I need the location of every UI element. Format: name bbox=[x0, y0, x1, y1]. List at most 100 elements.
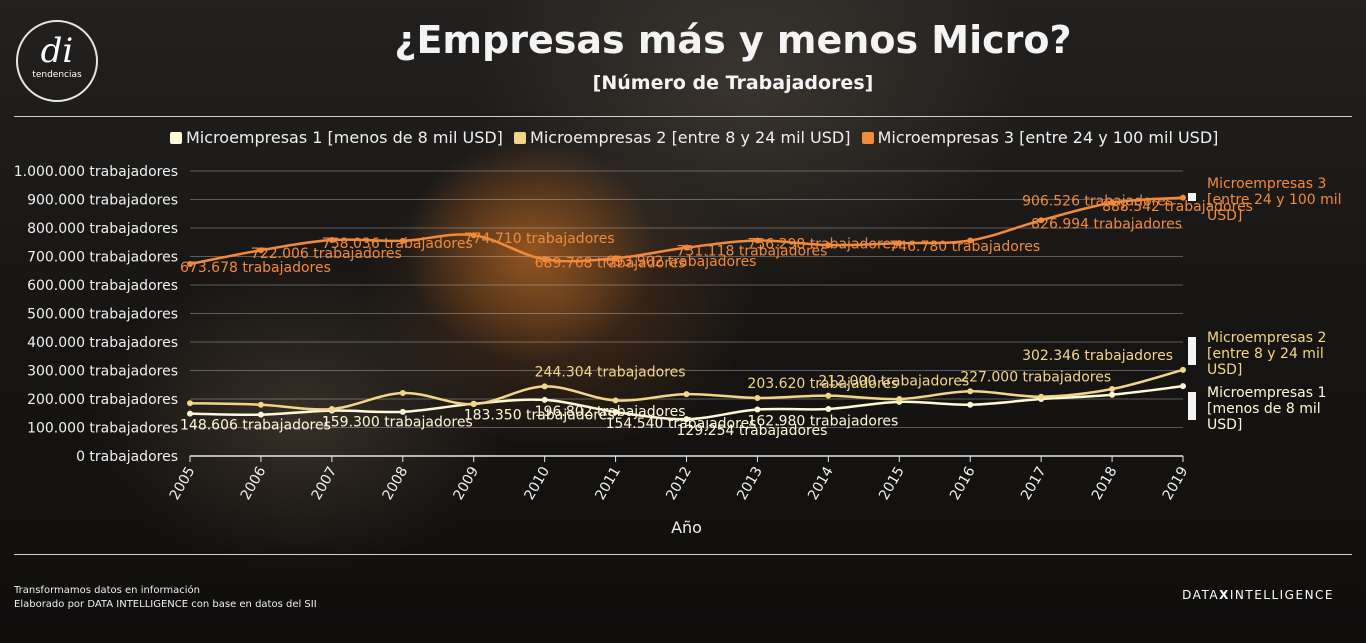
data-point-micro2 bbox=[541, 383, 548, 390]
legend-label-micro1: Microempresas 1 [menos de 8 mil USD] bbox=[186, 128, 503, 147]
footer-line-1: Transformamos datos en información bbox=[14, 585, 200, 596]
data-point-micro3 bbox=[967, 237, 974, 244]
data-label-micro3: 906.526 trabajadores bbox=[1022, 194, 1173, 210]
x-tick-label: 2009 bbox=[451, 464, 483, 503]
data-point-micro1 bbox=[541, 396, 548, 403]
data-point-micro2 bbox=[825, 392, 832, 399]
data-point-micro1 bbox=[1180, 383, 1186, 390]
data-point-micro3 bbox=[612, 255, 619, 262]
chart-subtitle: [Número de Trabajadores] bbox=[592, 72, 874, 94]
y-tick-label: 1.000.000 trabajadores bbox=[14, 164, 178, 180]
legend-swatch-micro2 bbox=[514, 132, 527, 144]
end-marker-micro1 bbox=[1188, 392, 1196, 420]
data-point-micro3 bbox=[399, 237, 406, 244]
end-label-micro2: [entre 8 y 24 mil bbox=[1207, 346, 1324, 362]
data-point-micro2 bbox=[328, 405, 335, 412]
data-point-micro2 bbox=[967, 388, 974, 395]
x-tick-label: 2016 bbox=[947, 464, 979, 503]
x-tick-label: 2006 bbox=[238, 464, 270, 503]
end-label-micro3: USD] bbox=[1207, 208, 1242, 224]
brand-left: DATA bbox=[1182, 588, 1220, 602]
legend-item-micro1[interactable]: Microempresas 1 [menos de 8 mil USD] bbox=[170, 128, 503, 147]
data-point-micro2 bbox=[1109, 386, 1116, 393]
data-point-micro1 bbox=[967, 401, 974, 408]
data-point-micro2 bbox=[683, 391, 690, 398]
footer-credits: Transformamos datos en información Elabo… bbox=[14, 584, 317, 612]
y-tick-label: 200.000 trabajadores bbox=[27, 392, 178, 408]
x-tick-label: 2008 bbox=[380, 464, 412, 503]
data-point-micro2 bbox=[1038, 393, 1045, 400]
brand-right: INTELLIGENCE bbox=[1229, 588, 1334, 602]
data-point-micro1 bbox=[754, 406, 761, 413]
top-divider bbox=[14, 116, 1352, 117]
x-tick-label: 2010 bbox=[521, 464, 553, 503]
data-point-micro3 bbox=[1109, 199, 1116, 206]
y-tick-label: 600.000 trabajadores bbox=[27, 278, 178, 294]
end-label-micro3: Microempresas 3 bbox=[1207, 176, 1326, 192]
end-label-micro1: Microempresas 1 bbox=[1207, 385, 1326, 401]
data-label-micro3: 689.768 trabajadores bbox=[535, 255, 686, 271]
end-label-micro3: [entre 24 y 100 mil bbox=[1207, 192, 1342, 208]
y-tick-label: 500.000 trabajadores bbox=[27, 307, 178, 323]
y-tick-label: 400.000 trabajadores bbox=[27, 335, 178, 351]
data-point-micro2 bbox=[1180, 366, 1186, 373]
data-point-micro2 bbox=[187, 400, 193, 407]
data-point-micro1 bbox=[187, 410, 193, 417]
brand-x: X bbox=[1219, 588, 1230, 602]
legend-label-micro2: Microempresas 2 [entre 8 y 24 mil USD] bbox=[530, 128, 851, 147]
legend-swatch-micro3 bbox=[861, 132, 874, 144]
data-point-micro2 bbox=[896, 396, 903, 402]
end-label-micro2: USD] bbox=[1207, 362, 1242, 378]
data-point-micro1 bbox=[612, 408, 619, 415]
data-point-micro3 bbox=[896, 240, 903, 247]
data-label-micro2: 302.346 trabajadores bbox=[1022, 348, 1173, 364]
legend-swatch-micro1 bbox=[170, 132, 182, 144]
data-label-micro1: 183.350 trabajadores bbox=[464, 408, 615, 424]
legend-item-micro3[interactable]: Microempresas 3 [entre 24 y 100 mil USD] bbox=[861, 128, 1219, 147]
data-label-micro3: 731.118 trabajadores bbox=[677, 244, 828, 260]
data-point-micro1 bbox=[683, 416, 690, 423]
data-point-micro3 bbox=[754, 237, 761, 244]
x-tick-label: 2015 bbox=[876, 464, 908, 503]
data-point-micro2 bbox=[754, 394, 761, 401]
data-point-micro2 bbox=[257, 401, 264, 408]
data-label-micro3: 756.298 trabajadores bbox=[747, 236, 898, 252]
data-label-micro3: 722.006 trabajadores bbox=[251, 246, 402, 262]
data-label-micro3: 826.994 trabajadores bbox=[1031, 216, 1182, 232]
legend-label-micro3: Microempresas 3 [entre 24 y 100 mil USD] bbox=[877, 128, 1219, 147]
data-label-micro1: 159.300 trabajadores bbox=[322, 415, 473, 431]
data-label-micro3: 774.710 trabajadores bbox=[464, 231, 615, 247]
y-tick-label: 100.000 trabajadores bbox=[27, 421, 178, 437]
data-point-micro2 bbox=[399, 390, 406, 397]
data-point-micro3 bbox=[187, 261, 193, 268]
data-label-micro3: 673.678 trabajadores bbox=[180, 260, 331, 276]
data-point-micro3 bbox=[541, 256, 548, 263]
legend-item-micro2[interactable]: Microempresas 2 [entre 8 y 24 mil USD] bbox=[514, 128, 850, 147]
data-label-micro3: 746.780 trabajadores bbox=[889, 239, 1040, 255]
logo-sub: tendencias bbox=[32, 70, 82, 80]
data-point-micro3 bbox=[1180, 194, 1186, 201]
data-point-micro3 bbox=[825, 242, 832, 249]
data-point-micro3 bbox=[1038, 217, 1045, 224]
x-tick-label: 2018 bbox=[1089, 464, 1121, 503]
end-label-micro2: Microempresas 2 bbox=[1207, 330, 1326, 346]
y-tick-label: 300.000 trabajadores bbox=[27, 364, 178, 380]
end-marker-micro3 bbox=[1188, 193, 1196, 201]
chart-title: ¿Empresas más y menos Micro? bbox=[394, 18, 1072, 62]
end-label-micro1: [menos de 8 mil bbox=[1207, 401, 1321, 417]
data-point-micro1 bbox=[825, 405, 832, 412]
data-label-micro3: 758.036 trabajadores bbox=[322, 236, 473, 252]
data-label-micro3: 888.542 trabajadores bbox=[1102, 199, 1253, 215]
x-tick-label: 2012 bbox=[663, 464, 695, 503]
y-tick-label: 900.000 trabajadores bbox=[27, 193, 178, 209]
x-tick-label: 2013 bbox=[734, 464, 766, 503]
data-label-micro1: 196.802 trabajadores bbox=[535, 404, 686, 420]
end-marker-micro2 bbox=[1188, 337, 1196, 365]
logo-mark: di bbox=[40, 31, 74, 71]
data-point-micro3 bbox=[470, 232, 477, 239]
x-axis-title: Año bbox=[671, 518, 702, 537]
data-label-micro3: 693.902 trabajadores bbox=[606, 254, 757, 270]
x-tick-label: 2019 bbox=[1160, 464, 1192, 503]
